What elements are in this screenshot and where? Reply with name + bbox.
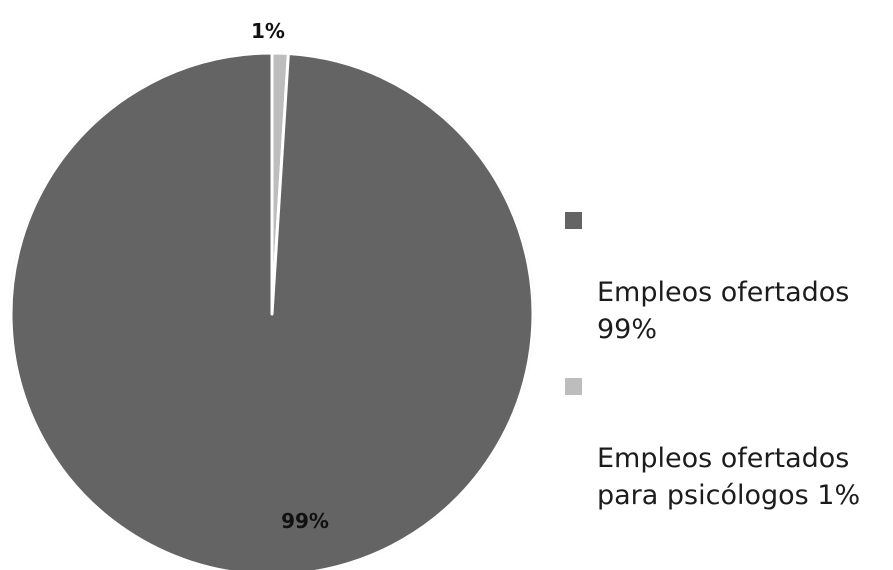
legend-label: Empleos ofertados para psicólogos 1% xyxy=(597,443,861,511)
chart-legend: Empleos ofertados 99% Empleos ofertados … xyxy=(565,200,890,532)
pie-chart: 1% 99% xyxy=(9,19,535,570)
data-label-large-slice: 99% xyxy=(281,509,329,533)
legend-item-empleos-ofertados: Empleos ofertados 99% xyxy=(565,200,890,348)
data-labels: 1% 99% xyxy=(251,19,329,533)
legend-label: Empleos ofertados 99% xyxy=(597,277,850,345)
legend-item-empleos-psicologos: Empleos ofertados para psicólogos 1% xyxy=(565,366,890,514)
data-label-small-slice: 1% xyxy=(251,19,285,43)
legend-swatch-light xyxy=(565,378,582,395)
pie-slice-empleos-ofertados xyxy=(9,51,535,570)
legend-swatch-dark xyxy=(565,212,582,229)
pie-slices xyxy=(9,51,535,570)
